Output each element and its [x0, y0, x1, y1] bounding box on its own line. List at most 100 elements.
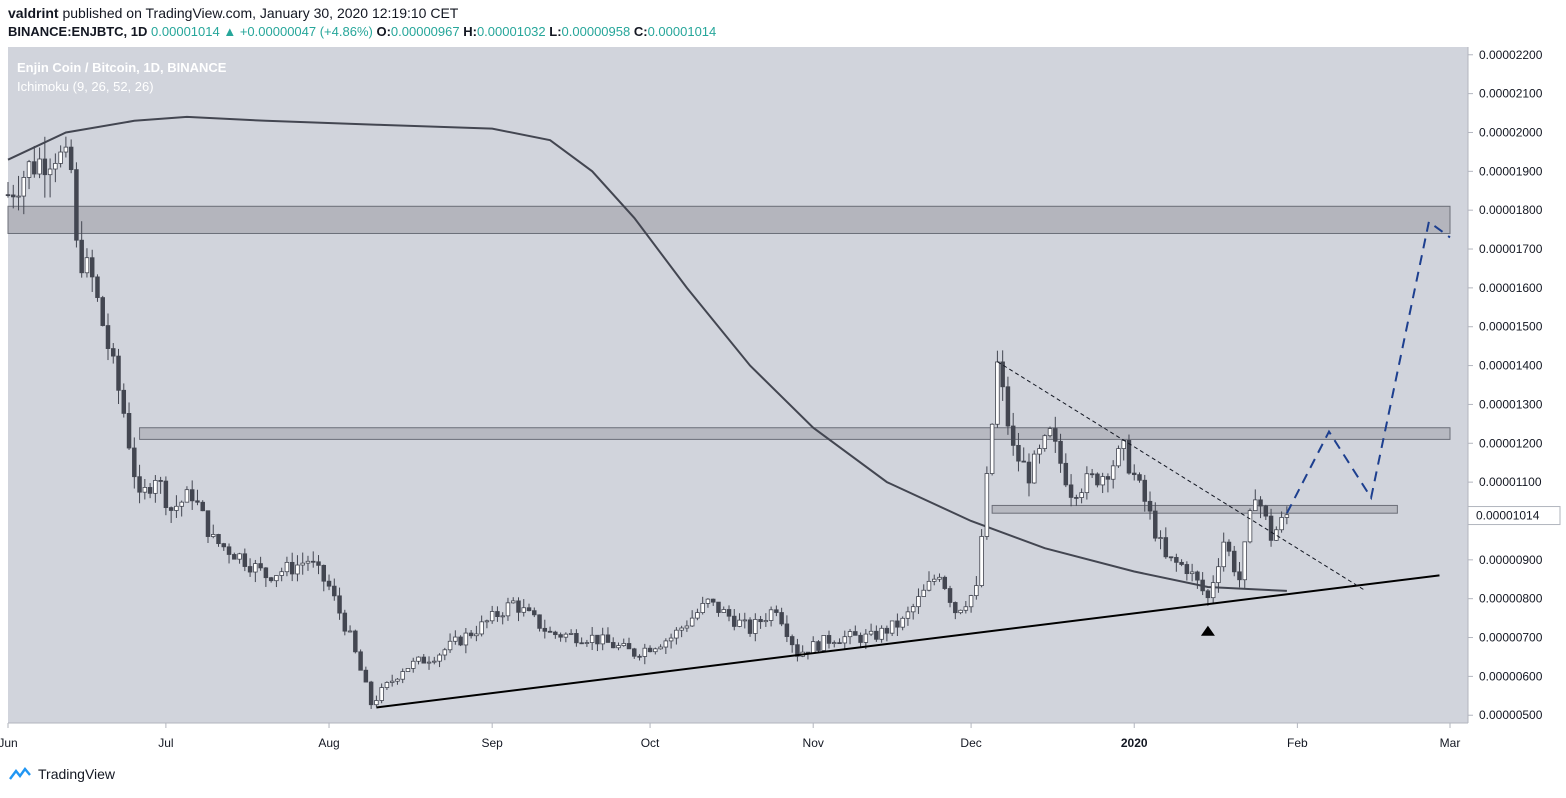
- candle-body: [779, 612, 784, 625]
- candle-body: [853, 631, 858, 636]
- candle-body: [163, 480, 169, 509]
- candle-body: [974, 585, 979, 597]
- descending-resistance-line: [997, 361, 1367, 592]
- candle-body: [1147, 500, 1153, 512]
- low-value: 0.00000958: [561, 24, 631, 39]
- candle-body: [342, 612, 348, 632]
- candle-body: [1231, 550, 1237, 573]
- candle-body: [937, 576, 942, 580]
- symbol-info: BINANCE:ENJBTC, 1D 0.00001014 ▲ +0.00000…: [8, 24, 716, 39]
- candle-body: [1068, 484, 1074, 498]
- candle-body: [253, 563, 258, 573]
- author-name[interactable]: valdrint: [8, 5, 59, 21]
- candle-body: [247, 566, 253, 573]
- candle-body: [516, 600, 521, 613]
- candle-body: [437, 654, 442, 662]
- candle-body: [421, 656, 427, 664]
- candle-body: [132, 447, 137, 478]
- candle-body: [79, 239, 84, 274]
- candle-body: [416, 656, 421, 662]
- candle-body: [1031, 453, 1037, 484]
- candle-body: [305, 560, 311, 564]
- candle-body: [95, 276, 100, 298]
- candle-body: [337, 595, 342, 614]
- candle-body: [347, 630, 353, 633]
- candle-body: [463, 632, 469, 646]
- close-label: C:: [633, 24, 648, 39]
- candle-body: [11, 194, 16, 198]
- candle-body: [1210, 582, 1216, 599]
- candle-body: [874, 630, 879, 640]
- candle-body: [753, 619, 758, 634]
- candle-body: [863, 633, 869, 643]
- candle-body: [400, 671, 405, 680]
- candle-body: [879, 627, 884, 640]
- candle-body: [732, 615, 737, 627]
- candle-body: [858, 634, 863, 643]
- candle-body: [310, 560, 316, 563]
- candle-body: [1131, 472, 1137, 476]
- candle-body: [1116, 448, 1121, 467]
- y-tick-label: 0.00000700: [1479, 631, 1543, 645]
- candle-body: [668, 637, 674, 642]
- candle-body: [1284, 514, 1290, 518]
- candle-body: [1279, 517, 1284, 531]
- candle-body: [1026, 461, 1032, 484]
- candle-body: [589, 634, 595, 643]
- candle-body: [179, 501, 184, 507]
- y-tick-label: 0.00000800: [1479, 592, 1543, 606]
- x-tick-label: Jul: [158, 736, 173, 750]
- candle-body: [816, 641, 821, 651]
- high-value: 0.00001032: [476, 24, 546, 39]
- candle-body: [5, 194, 11, 197]
- y-tick-label: 0.00001600: [1479, 281, 1543, 295]
- candle-body: [242, 553, 248, 567]
- candle-body: [211, 534, 216, 537]
- x-tick-label: Feb: [1287, 736, 1308, 750]
- candle-body: [868, 630, 874, 635]
- candle-body: [379, 687, 384, 701]
- indicator-label: Ichimoku (9, 26, 52, 26): [17, 79, 154, 94]
- candle-body: [1037, 448, 1042, 455]
- price-change: +0.00000047 (+4.86%): [239, 24, 373, 39]
- y-tick-label: 0.00001200: [1479, 436, 1543, 450]
- candle-body: [184, 489, 190, 503]
- candle-body: [832, 642, 837, 645]
- brand-name[interactable]: TradingView: [38, 766, 116, 782]
- candle-body: [100, 297, 105, 326]
- candle-body: [884, 627, 890, 634]
- candle-body: [1074, 497, 1079, 499]
- candle-body: [684, 625, 690, 629]
- candle-body: [653, 648, 658, 653]
- candle-body: [295, 564, 300, 575]
- candle-body: [453, 636, 458, 642]
- candle-body: [579, 642, 584, 645]
- candle-body: [1005, 386, 1011, 427]
- candle-body: [1184, 564, 1190, 575]
- candle-body: [321, 564, 327, 582]
- y-tick-label: 0.00001800: [1479, 203, 1543, 217]
- candle-body: [1205, 590, 1211, 599]
- candle-body: [26, 161, 32, 178]
- candle-body: [647, 647, 653, 653]
- candle-body: [995, 361, 1000, 425]
- candle-body: [621, 643, 626, 646]
- symbol-name: BINANCE:ENJBTC, 1D: [8, 24, 148, 39]
- candle-body: [737, 619, 742, 627]
- candle-body: [289, 561, 295, 575]
- y-tick-label: 0.00000600: [1479, 669, 1543, 683]
- candle-body: [658, 646, 663, 650]
- candle-body: [1168, 556, 1174, 559]
- candle-body: [389, 680, 395, 683]
- candle-body: [1221, 541, 1226, 568]
- candle-body: [237, 553, 242, 560]
- y-tick-label: 0.00001400: [1479, 359, 1543, 373]
- candle-body: [1247, 510, 1253, 543]
- candle-body: [37, 158, 42, 175]
- candle-body: [468, 632, 474, 637]
- moving-average-line: [7, 115, 1287, 592]
- low-label: L:: [549, 24, 562, 39]
- candle-body: [1142, 479, 1148, 502]
- candle-body: [1153, 510, 1158, 539]
